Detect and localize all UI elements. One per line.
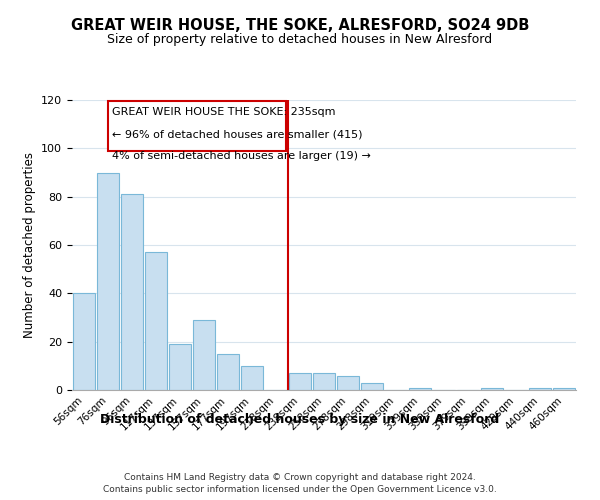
Text: Size of property relative to detached houses in New Alresford: Size of property relative to detached ho… xyxy=(107,32,493,46)
Bar xyxy=(121,194,143,390)
Bar xyxy=(553,388,575,390)
Text: GREAT WEIR HOUSE THE SOKE: 235sqm: GREAT WEIR HOUSE THE SOKE: 235sqm xyxy=(112,108,335,118)
Bar xyxy=(481,388,503,390)
Text: Contains public sector information licensed under the Open Government Licence v3: Contains public sector information licen… xyxy=(103,485,497,494)
Bar xyxy=(529,388,551,390)
Bar xyxy=(289,373,311,390)
Bar xyxy=(313,373,335,390)
Text: Distribution of detached houses by size in New Alresford: Distribution of detached houses by size … xyxy=(100,412,500,426)
Bar xyxy=(145,252,167,390)
Bar xyxy=(217,354,239,390)
Bar xyxy=(409,388,431,390)
Bar xyxy=(241,366,263,390)
Bar xyxy=(97,172,119,390)
Text: Contains HM Land Registry data © Crown copyright and database right 2024.: Contains HM Land Registry data © Crown c… xyxy=(124,472,476,482)
Text: ← 96% of detached houses are smaller (415): ← 96% of detached houses are smaller (41… xyxy=(112,129,362,139)
Text: 4% of semi-detached houses are larger (19) →: 4% of semi-detached houses are larger (1… xyxy=(112,151,370,161)
Bar xyxy=(169,344,191,390)
FancyBboxPatch shape xyxy=(108,101,286,151)
Bar xyxy=(361,383,383,390)
Bar xyxy=(337,376,359,390)
Bar xyxy=(193,320,215,390)
Y-axis label: Number of detached properties: Number of detached properties xyxy=(23,152,35,338)
Text: GREAT WEIR HOUSE, THE SOKE, ALRESFORD, SO24 9DB: GREAT WEIR HOUSE, THE SOKE, ALRESFORD, S… xyxy=(71,18,529,32)
Bar xyxy=(73,294,95,390)
